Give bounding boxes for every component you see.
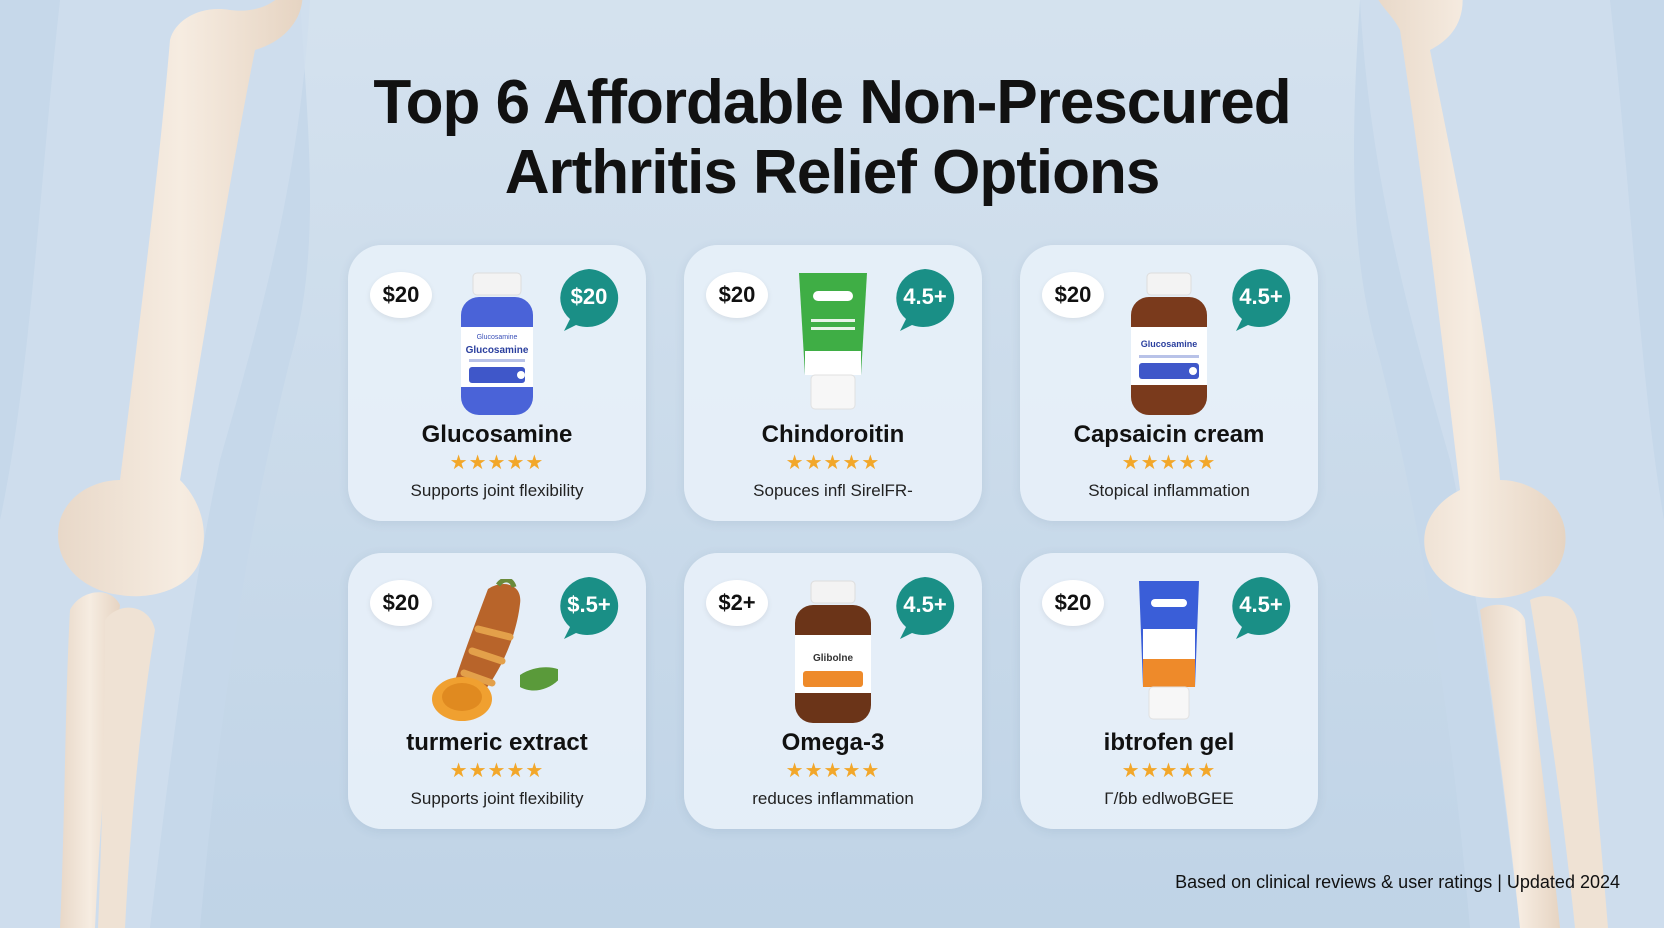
left-bone-icon: [58, 0, 303, 928]
price-bubble: $20: [1042, 272, 1104, 318]
turmeric-root-icon: [432, 579, 558, 721]
omega-3-bottle-icon: Glibolne: [795, 580, 871, 723]
product-description: Sopuces infl SirelFR-: [753, 481, 913, 500]
rating-bubble: 4.5+: [892, 575, 958, 639]
price-bubble: $2+: [706, 580, 768, 626]
page-title: Top 6 Affordable Non-Prescured Arthritis…: [232, 68, 1432, 208]
product-description: Stopical inflammation: [1088, 481, 1250, 500]
product-description: Γ/ɓb edlwoBGEE: [1104, 789, 1234, 808]
rating-value: $20: [570, 284, 608, 309]
product-name: turmeric extract: [406, 729, 588, 756]
product-card-glucosamine[interactable]: $20 $20 Glucosamine Glucosamine Glucosam…: [348, 245, 646, 521]
rating-value: 4.5+: [1239, 284, 1283, 309]
blue-supplement-bottle-icon: Glucosamine Glucosamine: [461, 272, 533, 415]
product-name: Glucosamine: [421, 421, 573, 448]
price-bubble: $20: [370, 580, 432, 626]
product-name: Capsaicin cream: [1073, 421, 1265, 448]
rating-value: $.5+: [567, 592, 611, 617]
blue-gel-tube-icon: [1139, 581, 1199, 720]
product-card-ibtrofen-gel[interactable]: $20 4.5+ ibtrofen gel ★★★★★ Γ/ɓb edlwoBG…: [1020, 553, 1318, 829]
rating-bubble: $.5+: [556, 575, 622, 639]
rating-bubble: 4.5+: [1228, 267, 1294, 331]
star-rating-icon: ★★★★★: [449, 452, 545, 474]
product-name: Chindoroitin: [761, 421, 905, 448]
product-card-chindoroitin[interactable]: $20 4.5+ Chindoroitin ★★★★★ Sopuces infl…: [684, 245, 982, 521]
green-cream-tube-icon: [799, 273, 867, 410]
price-bubble: $20: [706, 272, 768, 318]
svg-text:Glibolne: Glibolne: [813, 653, 853, 664]
right-bone-icon: [1378, 0, 1608, 928]
product-description: reduces inflammation: [752, 789, 914, 808]
rating-value: 4.5+: [903, 284, 947, 309]
product-card-capsaicin-cream[interactable]: $20 4.5+ Glucosamine Capsaicin cream ★★★…: [1020, 245, 1318, 521]
price-bubble: $20: [1042, 580, 1104, 626]
product-card-turmeric-extract[interactable]: $20 $.5+ turmeric extract ★★★★★ Supports…: [348, 553, 646, 829]
product-name: Omega-3: [781, 729, 885, 756]
svg-text:Glucosamine: Glucosamine: [466, 345, 529, 356]
title-line-1: Top 6 Affordable Non-Prescured: [373, 68, 1291, 137]
amber-supplement-bottle-icon: Glucosamine: [1131, 272, 1207, 415]
title-line-2: Arthritis Relief Options: [504, 138, 1161, 207]
price-bubble: $20: [370, 272, 432, 318]
product-name: ibtrofen gel: [1103, 729, 1235, 756]
svg-text:Glucosamine: Glucosamine: [477, 334, 518, 341]
star-rating-icon: ★★★★★: [1121, 760, 1217, 782]
footer-note: Based on clinical reviews & user ratings…: [1175, 872, 1620, 892]
product-description: Supports joint flexibility: [410, 481, 584, 500]
star-rating-icon: ★★★★★: [785, 760, 881, 782]
rating-value: 4.5+: [1239, 592, 1283, 617]
rating-bubble: 4.5+: [1228, 575, 1294, 639]
star-rating-icon: ★★★★★: [449, 760, 545, 782]
star-rating-icon: ★★★★★: [1121, 452, 1217, 474]
rating-bubble: 4.5+: [892, 267, 958, 331]
rating-bubble: $20: [556, 267, 622, 331]
star-rating-icon: ★★★★★: [785, 452, 881, 474]
rating-value: 4.5+: [903, 592, 947, 617]
product-description: Supports joint flexibility: [410, 789, 584, 808]
product-card-omega-3[interactable]: $2+ 4.5+ Glibolne Omega-3 ★★★★★ reduces …: [684, 553, 982, 829]
svg-text:Glucosamine: Glucosamine: [1141, 339, 1198, 349]
